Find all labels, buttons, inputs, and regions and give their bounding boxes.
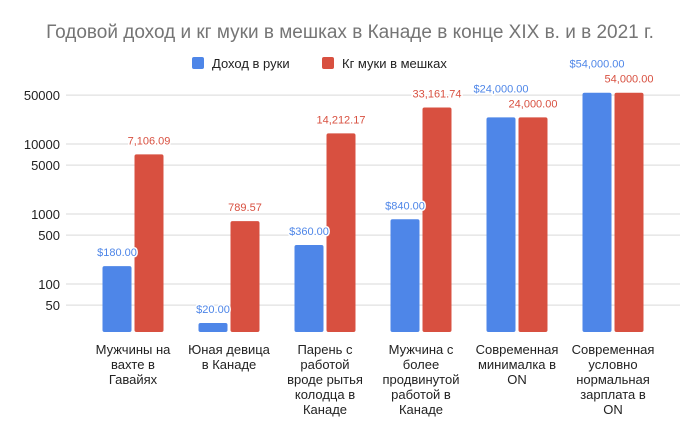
y-tick-label: 10000 [24, 137, 60, 152]
x-tick-label: Мужчины на вахте в Гавайях [96, 342, 172, 387]
x-tick-label: Современная условно нормальная зарплата в ON [572, 342, 655, 417]
bar-flour [422, 107, 452, 332]
chart-title: Годовой доход и кг муки в мешках в Канад… [46, 22, 654, 43]
bar-income [294, 245, 324, 332]
data-label: 14,212.17 [317, 114, 366, 126]
bar-income [198, 323, 228, 332]
bar-income [486, 117, 516, 332]
data-label: $54,000.00 [569, 59, 624, 71]
bar-income [390, 219, 420, 332]
bar-flour [518, 117, 548, 332]
y-tick-label: 50000 [24, 88, 60, 103]
x-tick-label: Юная девица в Канаде [188, 342, 271, 372]
y-tick-label: 500 [38, 228, 60, 243]
legend-swatch-flour [322, 57, 334, 69]
y-tick-label: 1000 [31, 207, 60, 222]
legend: Доход в руки Кг муки в мешках [192, 56, 447, 71]
bar-flour [134, 154, 164, 332]
data-label: $840.00 [385, 200, 425, 212]
data-label: 789.57 [228, 202, 262, 214]
data-label: $360.00 [289, 226, 329, 238]
legend-label-flour: Кг муки в мешках [342, 56, 447, 71]
data-label: $24,000.00 [473, 83, 528, 95]
x-tick-label: Современная минималка в ON [476, 342, 559, 387]
y-tick-label: 100 [38, 277, 60, 292]
bar-income [582, 92, 612, 332]
bar-income [102, 266, 132, 332]
bar-flour [230, 221, 260, 332]
data-label: $20.00 [196, 304, 230, 316]
data-label: 7,106.09 [128, 135, 171, 147]
x-tick-label: Парень с работой вроде рытья колодца в Канад… [287, 342, 363, 417]
data-label: 33,161.74 [413, 89, 462, 101]
legend-swatch-income [192, 57, 204, 69]
legend-label-income: Доход в руки [212, 56, 290, 71]
data-label: 24,000.00 [509, 98, 558, 110]
bar-flour [326, 133, 356, 332]
x-tick-label: Мужчина с более продвинутой работой в Канаде [383, 342, 460, 417]
data-label: $180.00 [97, 247, 137, 259]
bar-flour [614, 92, 644, 332]
data-label: 54,000.00 [605, 74, 654, 86]
y-tick-label: 50 [46, 298, 60, 313]
y-tick-label: 5000 [31, 158, 60, 173]
